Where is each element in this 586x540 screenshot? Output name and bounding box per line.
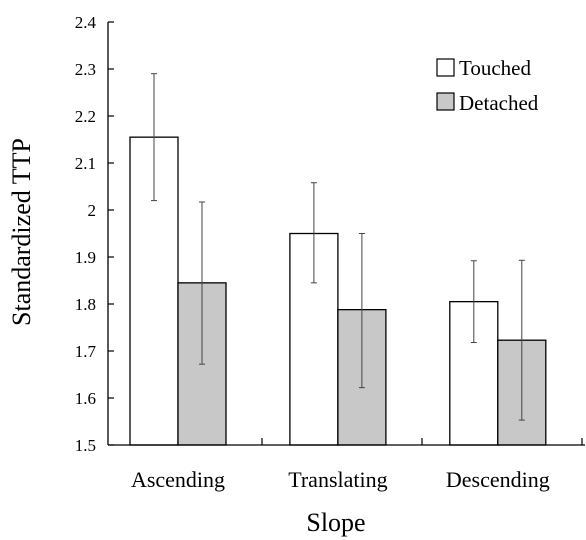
y-tick-label: 1.8 bbox=[75, 295, 96, 314]
y-tick-label: 2.1 bbox=[75, 154, 96, 173]
y-tick-label: 1.9 bbox=[75, 248, 96, 267]
y-tick-label: 2.3 bbox=[75, 60, 96, 79]
legend-label-detached: Detached bbox=[459, 91, 539, 115]
error-bars-layer bbox=[151, 73, 525, 421]
y-tick-label: 2.4 bbox=[75, 13, 97, 32]
x-category-labels: Ascending Translating Descending bbox=[131, 467, 550, 492]
y-tick-label: 2 bbox=[88, 201, 97, 220]
x-tick-label-ascending: Ascending bbox=[131, 467, 225, 492]
legend-swatch-detached bbox=[436, 92, 455, 111]
y-tick-labels: 1.5 1.6 1.7 1.8 1.9 2 2.1 2.2 2.3 2.4 bbox=[75, 13, 97, 455]
y-tick-label: 1.7 bbox=[75, 342, 97, 361]
x-tick-label-descending: Descending bbox=[446, 467, 550, 492]
y-tick-label: 2.2 bbox=[75, 107, 96, 126]
legend-swatch-touched bbox=[436, 58, 455, 77]
y-tick-label: 1.5 bbox=[75, 436, 96, 455]
legend: Touched Detached bbox=[436, 56, 539, 115]
legend-label-touched: Touched bbox=[459, 56, 532, 80]
x-tick-label-translating: Translating bbox=[288, 467, 387, 492]
x-axis-title: Slope bbox=[306, 508, 365, 537]
y-tick-label: 1.6 bbox=[75, 389, 96, 408]
y-axis-title: Standardized TTP bbox=[7, 138, 36, 326]
bars-layer bbox=[129, 136, 547, 446]
axes-layer bbox=[107, 21, 585, 446]
